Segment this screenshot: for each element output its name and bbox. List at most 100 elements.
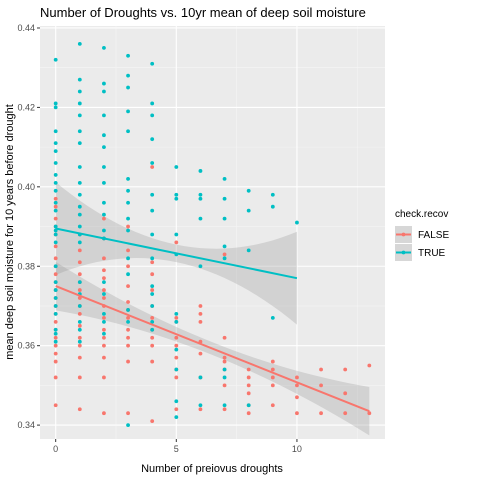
data-point-true (270, 315, 275, 320)
data-point-true (150, 192, 155, 197)
data-point-false (126, 343, 130, 348)
data-point-false (53, 403, 58, 408)
y-axis-title: mean deep soil moisture for 10 years bef… (4, 104, 16, 360)
data-point-false (174, 315, 179, 320)
data-point-true (150, 232, 155, 237)
data-point-true (150, 319, 155, 324)
data-point-false (174, 343, 179, 348)
data-point-true (150, 113, 155, 118)
data-point-false (343, 391, 348, 396)
data-point-false (174, 355, 179, 360)
legend-label-false: FALSE (418, 230, 449, 241)
data-point-true (126, 188, 130, 193)
data-point-true (126, 272, 130, 277)
data-point-true (174, 415, 179, 420)
data-point-true (102, 81, 106, 86)
data-point-false (367, 411, 372, 416)
data-point-true (53, 101, 58, 106)
x-tick-label: 10 (292, 444, 302, 454)
data-point-true (150, 292, 155, 296)
data-point-true (102, 319, 106, 324)
data-point-false (53, 343, 58, 348)
data-point-true (77, 319, 82, 324)
data-point-false (77, 355, 82, 360)
data-point-false (102, 256, 106, 261)
data-point-false (126, 327, 130, 332)
data-point-true (102, 45, 106, 50)
data-point-false (102, 327, 106, 332)
legend-title: check.recov (395, 209, 448, 220)
x-axis-title: Number of preiovus droughts (141, 463, 283, 475)
data-point-false (150, 315, 155, 320)
data-point-false (53, 216, 58, 221)
data-point-false (270, 367, 275, 372)
data-point-false (198, 351, 203, 356)
data-point-false (126, 335, 130, 340)
data-point-true (126, 319, 130, 324)
data-point-false (150, 165, 155, 169)
data-point-true (77, 339, 82, 344)
data-point-false (319, 383, 323, 388)
data-point-true (246, 188, 251, 193)
data-point-true (102, 292, 106, 296)
data-point-true (53, 232, 58, 237)
chart-title: Number of Droughts vs. 10yr mean of deep… (40, 5, 366, 20)
data-point-true (77, 280, 82, 285)
data-point-true (102, 145, 106, 150)
data-point-false (198, 319, 203, 324)
data-point-true (53, 149, 58, 153)
data-point-true (270, 192, 275, 197)
data-point-true (198, 192, 203, 197)
data-point-true (150, 284, 155, 289)
data-point-false (126, 284, 130, 289)
data-point-false (150, 359, 155, 364)
data-point-false (222, 383, 227, 388)
data-point-true (53, 304, 58, 308)
data-point-true (222, 216, 227, 221)
plot-panel (40, 26, 385, 439)
data-point-false (126, 264, 130, 269)
data-point-true (77, 141, 82, 146)
data-point-true (77, 129, 82, 134)
data-points (53, 41, 372, 428)
data-point-true (126, 308, 130, 312)
data-point-true (77, 327, 82, 332)
data-point-false (174, 240, 179, 245)
data-point-true (102, 180, 106, 185)
data-point-false (77, 375, 82, 380)
data-point-true (150, 208, 155, 213)
data-point-true (77, 224, 82, 229)
data-point-false (102, 288, 106, 292)
data-point-true (295, 220, 299, 225)
data-point-false (77, 248, 82, 253)
data-point-true (53, 141, 58, 146)
data-point-false (77, 272, 82, 277)
data-point-true (77, 113, 82, 118)
y-tick-label: 0.38 (17, 261, 35, 271)
data-point-false (77, 323, 82, 328)
data-point-true (102, 165, 106, 169)
data-point-false (319, 411, 323, 416)
data-point-false (367, 363, 372, 368)
data-point-true (53, 240, 58, 245)
data-point-false (270, 383, 275, 388)
data-point-true (126, 216, 130, 221)
data-point-true (77, 101, 82, 106)
data-point-true (77, 240, 82, 245)
data-point-true (270, 204, 275, 209)
data-point-true (126, 109, 130, 114)
data-point-true (174, 165, 179, 169)
data-point-false (246, 367, 251, 372)
data-point-false (102, 296, 106, 300)
data-point-true (53, 264, 58, 269)
data-point-false (295, 383, 299, 388)
data-point-true (126, 228, 130, 233)
data-point-true (77, 77, 82, 82)
fit-lines (55, 227, 370, 413)
data-point-true (102, 280, 106, 285)
data-point-true (102, 89, 106, 94)
data-point-true (102, 212, 106, 217)
data-point-false (222, 407, 227, 412)
data-point-false (102, 343, 106, 348)
